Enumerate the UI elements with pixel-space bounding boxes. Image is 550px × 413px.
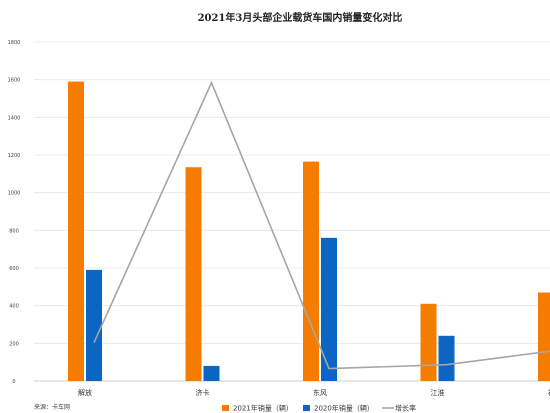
y-axis-ticks: 0 200 400 600 800 1000 1200 1400 1600 1800 <box>8 40 21 385</box>
bar-2021-4 <box>538 292 550 381</box>
bar-2021-1 <box>185 167 202 381</box>
category-label: 东风 <box>313 388 327 397</box>
y-tick-label: 1000 <box>8 191 21 197</box>
legend-label-0: 2021年销量（辆） <box>233 404 293 413</box>
legend: 2021年销量（辆） 2020年销量（辆） 增长率 <box>222 404 416 413</box>
y-tick-label: 600 <box>9 266 19 272</box>
bar-2021-3 <box>420 303 437 381</box>
y-tick-label: 200 <box>9 341 19 347</box>
bar-2020-3 <box>438 335 455 381</box>
category-label: 济卡 <box>196 388 210 397</box>
bar-2020-1 <box>203 365 220 381</box>
y-tick-label: 400 <box>9 304 19 310</box>
legend-label-2: 增长率 <box>395 404 416 413</box>
bar-2020-0 <box>86 269 102 381</box>
growth-line <box>93 80 550 370</box>
source-note: 来源：卡车网 <box>34 403 70 411</box>
gridlines <box>34 41 550 382</box>
bar-2021-2 <box>303 161 319 381</box>
y-tick-label: 1800 <box>8 40 21 46</box>
y-tick-label: 1600 <box>8 78 21 84</box>
category-label: 江淮 <box>431 388 445 397</box>
legend-swatch-0 <box>222 405 229 411</box>
legend-label-1: 2020年销量（辆） <box>314 404 374 413</box>
bar-2020-2 <box>321 237 337 381</box>
y-tick-label: 1200 <box>8 153 21 159</box>
y-tick-label: 1400 <box>8 115 21 121</box>
bar-2021-0 <box>68 81 84 382</box>
x-axis-categories: 解放 济卡 东风 江淮 福田 <box>78 388 550 397</box>
category-label: 福田 <box>548 388 550 397</box>
y-tick-label: 0 <box>12 379 15 385</box>
chart-title: 2021年3月头部企业载货车国内销量变化对比 <box>198 11 403 24</box>
y-tick-label: 800 <box>9 228 19 234</box>
bars <box>68 81 550 382</box>
legend-swatch-1 <box>303 405 310 411</box>
category-label: 解放 <box>78 388 92 397</box>
